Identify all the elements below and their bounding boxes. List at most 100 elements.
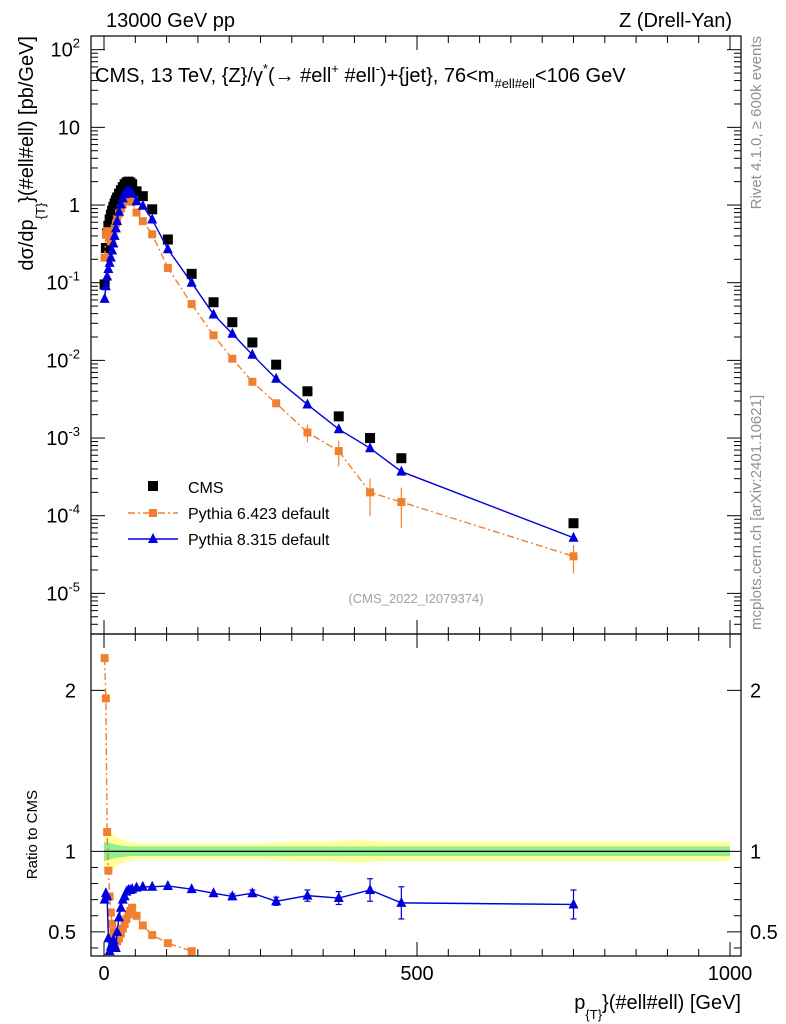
y-tick-label: 1 — [69, 195, 80, 217]
ratio-line-pythia6 — [103, 658, 192, 952]
data-point-pythia6 — [334, 447, 343, 456]
data-point-pythia8 — [162, 243, 173, 254]
ratio-point-pythia8 — [137, 880, 148, 891]
ratio-y-tick-label: 0.5 — [48, 922, 76, 944]
data-point-pythia6 — [248, 377, 257, 386]
data-point-cms — [162, 234, 173, 245]
data-point-pythia8 — [247, 348, 258, 359]
data-point-pythia8 — [99, 292, 110, 303]
header-left: 13000 GeV pp — [106, 10, 235, 32]
ratio-uncertainty-band — [104, 830, 730, 873]
main-y-axis-label: dσ/dp{T}}(#ell#ell) [pb/GeV] — [16, 36, 48, 271]
ratio-point-pythia6 — [163, 939, 172, 948]
mcplots-reference-text: mcplots.cern.ch [arXiv:2401.10621] — [748, 395, 765, 630]
ratio-point-pythia6 — [104, 866, 113, 875]
ratio-point-pythia8 — [568, 898, 579, 909]
legend-marker-pythia6 — [149, 509, 157, 517]
data-point-pythia8 — [100, 280, 111, 291]
data-point-pythia6 — [366, 488, 375, 497]
data-point-pythia6 — [272, 399, 281, 408]
data-point-pythia6 — [397, 498, 406, 507]
data-point-pythia8 — [109, 229, 120, 240]
data-point-pythia6 — [187, 300, 196, 309]
data-point-pythia8 — [568, 531, 579, 542]
data-point-cms — [103, 220, 114, 231]
data-point-pythia8 — [127, 187, 138, 198]
data-point-pythia6 — [163, 263, 172, 272]
data-point-pythia8 — [107, 244, 118, 255]
y-tick-label: 10 — [58, 117, 80, 139]
ratio-point-pythia8 — [110, 941, 121, 952]
ratio-clipped-series — [99, 654, 579, 956]
data-point-pythia8 — [131, 195, 142, 206]
data-point-pythia8 — [112, 215, 123, 226]
ratio-point-pythia6 — [115, 934, 124, 943]
data-point-pythia6 — [209, 331, 218, 340]
data-point-pythia8 — [102, 270, 113, 281]
data-point-cms — [333, 411, 344, 422]
ratio-point-pythia8 — [162, 879, 173, 890]
ratio-point-pythia8 — [115, 901, 126, 912]
ratio-y-tick-label-right: 2 — [750, 680, 761, 702]
ratio-y-axis-label: Ratio to CMS — [24, 790, 41, 879]
ratio-point-pythia6 — [132, 911, 141, 920]
main-ticks: 102 10 1 10-1 10-2 10-3 10-4 10-5 — [46, 36, 741, 635]
ratio-point-pythia6 — [128, 903, 137, 912]
ratio-ticks: 0 500 1000 0.5 0.5 1 1 2 2 — [48, 634, 778, 985]
y-tick-label: 10-5 — [46, 579, 80, 605]
data-point-pythia6 — [138, 217, 147, 226]
data-point-cms — [137, 191, 148, 202]
data-point-pythia8 — [108, 237, 119, 248]
data-point-pythia8 — [147, 213, 158, 224]
ratio-point-pythia8 — [365, 883, 376, 894]
y-tick-label: 10-3 — [46, 424, 80, 450]
data-point-cms — [100, 242, 111, 253]
ratio-point-pythia6 — [103, 828, 112, 837]
data-point-pythia6 — [132, 208, 141, 217]
ratio-point-pythia8 — [114, 911, 125, 922]
data-point-cms — [302, 386, 313, 397]
data-point-pythia8 — [137, 199, 148, 210]
legend-label-cms: CMS — [188, 480, 224, 497]
ratio-series — [99, 654, 579, 956]
ratio-point-pythia6 — [148, 931, 157, 940]
data-point-pythia8 — [186, 276, 197, 287]
ratio-point-pythia8 — [208, 887, 219, 898]
y-tick-label: 10-2 — [46, 346, 80, 372]
x-tick-label: 0 — [98, 963, 109, 985]
data-point-pythia6 — [100, 253, 109, 262]
data-point-pythia8 — [105, 251, 116, 262]
data-point-pythia6 — [303, 428, 312, 437]
ratio-point-pythia6 — [109, 927, 118, 936]
data-point-pythia8 — [114, 205, 125, 216]
data-point-cms — [396, 453, 407, 464]
x-tick-label: 500 — [400, 963, 433, 985]
data-point-pythia6 — [128, 197, 137, 206]
ratio-point-pythia8 — [333, 892, 344, 903]
data-point-pythia8 — [271, 372, 282, 383]
ratio-point-pythia6 — [138, 921, 147, 930]
ratio-y-tick-label-right: 1 — [750, 841, 761, 863]
y-tick-label: 102 — [51, 36, 80, 62]
ratio-point-pythia8 — [102, 890, 113, 901]
data-point-pythia8 — [365, 442, 376, 453]
y-tick-label: 10-1 — [46, 269, 80, 295]
series-line-pythia6 — [103, 197, 574, 557]
data-point-pythia6 — [228, 354, 237, 363]
data-point-pythia8 — [110, 222, 121, 233]
legend-label-pythia8: Pythia 8.315 default — [188, 532, 330, 549]
data-point-pythia6 — [116, 204, 125, 213]
ratio-y-tick-label: 2 — [65, 680, 76, 702]
data-point-pythia6 — [104, 228, 113, 237]
data-point-pythia8 — [208, 308, 219, 319]
data-point-cms — [365, 433, 376, 444]
header-right: Z (Drell-Yan) — [619, 10, 732, 32]
chart-title: CMS, 13 TeV, {Z}/γ*(→ #ell+ #ell-)+{jet}… — [95, 61, 626, 91]
ratio-point-pythia6 — [101, 694, 110, 703]
data-point-pythia8 — [115, 198, 126, 209]
data-point-cms — [208, 297, 219, 308]
ratio-point-pythia8 — [247, 887, 258, 898]
legend-marker-pythia8 — [148, 533, 158, 543]
data-point-cms — [127, 179, 138, 190]
